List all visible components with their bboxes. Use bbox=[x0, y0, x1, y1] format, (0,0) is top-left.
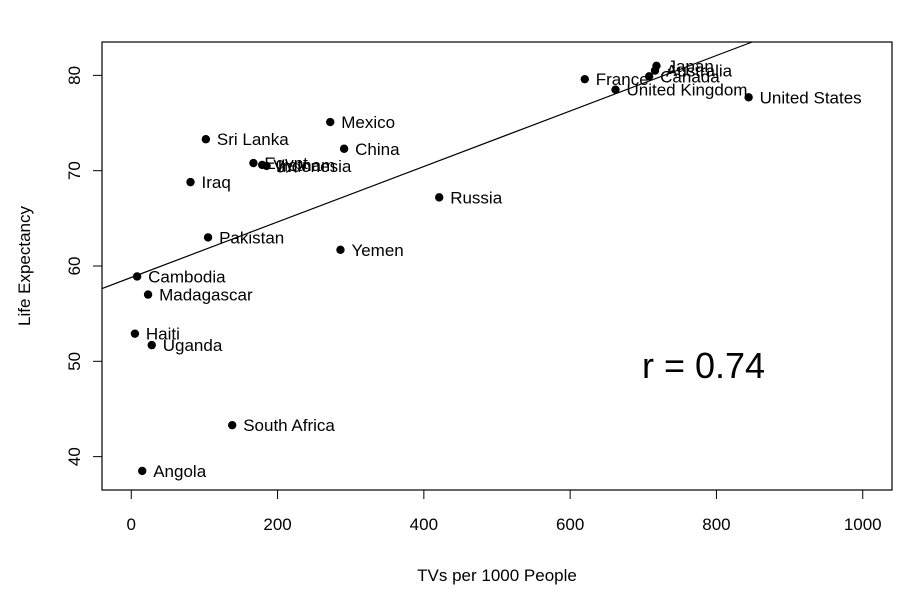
point-label: Madagascar bbox=[159, 286, 253, 305]
data-point bbox=[203, 233, 213, 242]
point-label: Iraq bbox=[202, 173, 231, 192]
data-point bbox=[143, 290, 153, 299]
data-point bbox=[744, 93, 753, 102]
y-tick-label: 50 bbox=[65, 352, 84, 371]
point-label: Egypt bbox=[264, 154, 308, 173]
data-point bbox=[435, 193, 444, 202]
data-point bbox=[580, 74, 589, 84]
point-label: Mexico bbox=[341, 113, 395, 132]
x-tick-label: 200 bbox=[263, 515, 291, 534]
data-point bbox=[611, 85, 620, 94]
data-point bbox=[138, 466, 147, 476]
x-axis-title: TVs per 1000 People bbox=[417, 566, 577, 585]
point-label: South Africa bbox=[243, 416, 335, 435]
point-label: Uganda bbox=[163, 336, 223, 355]
point-label: France bbox=[596, 70, 649, 89]
x-tick-label: 600 bbox=[556, 515, 584, 534]
axis-ticks: 0 200 400 600 800 1000 40 50 60 70 80 bbox=[65, 66, 882, 534]
data-point bbox=[339, 144, 349, 153]
y-tick-label: 40 bbox=[65, 447, 84, 466]
point-label: Japan bbox=[667, 57, 713, 76]
point-label: United Kingdom bbox=[627, 81, 748, 100]
plot-frame bbox=[101, 41, 893, 491]
data-point bbox=[262, 161, 271, 171]
data-point bbox=[228, 420, 237, 430]
point-label: Australia bbox=[666, 62, 733, 81]
point-label: Sri Lanka bbox=[217, 130, 289, 149]
y-tick-label: 70 bbox=[65, 161, 84, 180]
point-label: Angola bbox=[153, 462, 206, 481]
x-tick-label: 1000 bbox=[844, 515, 882, 534]
point-label: Vietnam bbox=[273, 156, 335, 175]
y-tick-label: 80 bbox=[65, 66, 84, 85]
point-label: Russia bbox=[450, 188, 503, 207]
point-label: Yemen bbox=[351, 241, 403, 260]
point-label: Indonesia bbox=[278, 157, 352, 176]
y-tick-label: 60 bbox=[65, 257, 84, 276]
x-tick-label: 400 bbox=[410, 515, 438, 534]
correlation-annotation: r = 0.74 bbox=[642, 345, 765, 386]
data-point bbox=[650, 66, 660, 75]
data-point bbox=[249, 158, 258, 168]
data-point bbox=[336, 245, 345, 254]
data-point bbox=[186, 177, 195, 187]
regression-line-group bbox=[101, 41, 753, 290]
point-label: China bbox=[355, 140, 400, 159]
point-label: United States bbox=[760, 88, 862, 107]
data-point bbox=[130, 329, 140, 338]
point-label: Cambodia bbox=[148, 267, 226, 286]
regression-line bbox=[101, 41, 753, 290]
point-label: Pakistan bbox=[219, 228, 284, 247]
x-tick-label: 0 bbox=[127, 515, 136, 534]
point-label: Canada bbox=[660, 67, 720, 86]
data-point bbox=[147, 340, 156, 350]
y-axis-title: Life Expectancy bbox=[15, 205, 34, 326]
data-point bbox=[201, 135, 211, 144]
data-point bbox=[326, 117, 335, 127]
data-point bbox=[132, 272, 142, 281]
data-point bbox=[644, 72, 654, 81]
x-tick-label: 800 bbox=[702, 515, 730, 534]
point-label: Haiti bbox=[146, 325, 180, 344]
